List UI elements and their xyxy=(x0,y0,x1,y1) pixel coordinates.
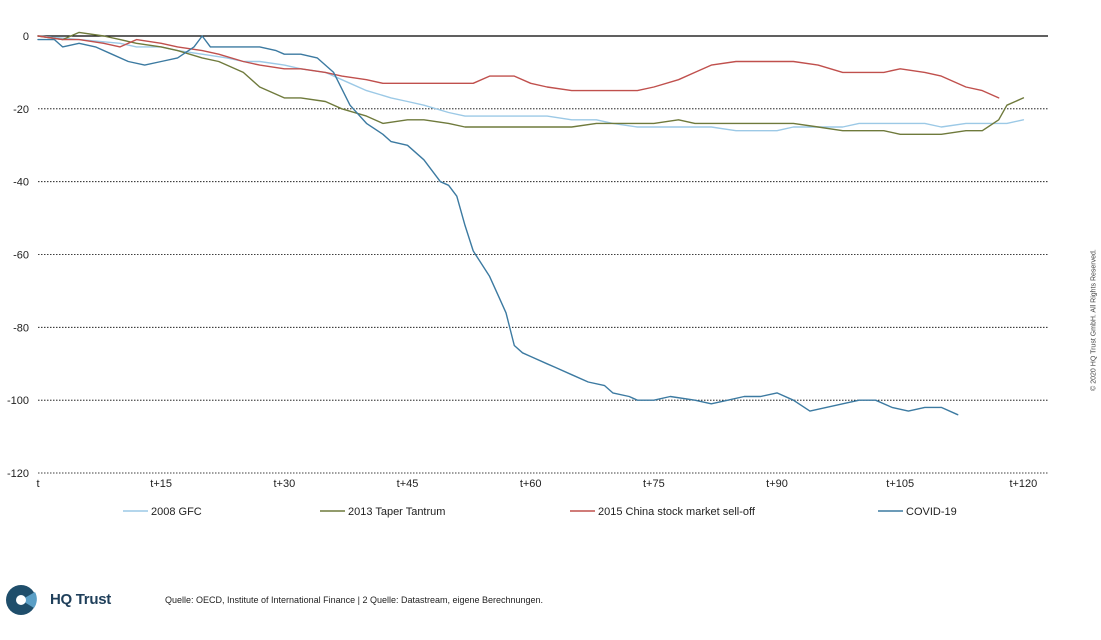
source-note: Quelle: OECD, Institute of International… xyxy=(165,595,544,605)
x-tick-label: t+75 xyxy=(643,478,665,490)
legend-label: COVID-19 xyxy=(906,506,957,518)
brand-name: HQ Trust xyxy=(50,591,111,608)
series-line-2 xyxy=(37,31,1025,136)
legend-label: 2008 GFC xyxy=(151,506,202,518)
series-line-4 xyxy=(37,35,959,416)
hq-trust-logo: HQ Trust xyxy=(4,582,124,618)
copyright-notice: © 2020 HQ Trust GmbH. All Rights Reserve… xyxy=(1090,249,1098,391)
x-tick-label: t+30 xyxy=(273,478,295,490)
y-tick-label: -60 xyxy=(13,250,29,262)
legend-label: 2013 Taper Tantrum xyxy=(348,506,445,518)
y-tick-label: 0 xyxy=(23,31,29,43)
y-tick-label: -80 xyxy=(13,322,29,334)
x-tick-label: t+45 xyxy=(397,478,419,490)
axis-layer: 0 -20 -40 -60 -80 -100 -120 t t+15 t+30 t+45 t+60 t+… xyxy=(7,31,1037,490)
grid-layer xyxy=(38,35,1048,474)
hq-trust-logo-mark xyxy=(6,585,37,615)
x-tick-label: t+60 xyxy=(520,478,542,490)
x-tick-label: t xyxy=(36,478,39,490)
x-tick-label: t+105 xyxy=(886,478,914,490)
series-layer xyxy=(37,31,1025,416)
y-tick-label: -100 xyxy=(7,395,29,407)
y-tick-label: -120 xyxy=(7,468,29,480)
legend-label: 2015 China stock market sell-off xyxy=(598,506,756,518)
legend: 2008 GFC 2013 Taper Tantrum 2015 China sto… xyxy=(123,506,957,518)
y-tick-label: -40 xyxy=(13,177,29,189)
x-tick-label: t+90 xyxy=(766,478,788,490)
series-line-3 xyxy=(37,35,1000,99)
x-tick-label: t+120 xyxy=(1009,478,1037,490)
x-tick-label: t+15 xyxy=(150,478,172,490)
y-tick-label: -20 xyxy=(13,104,29,116)
